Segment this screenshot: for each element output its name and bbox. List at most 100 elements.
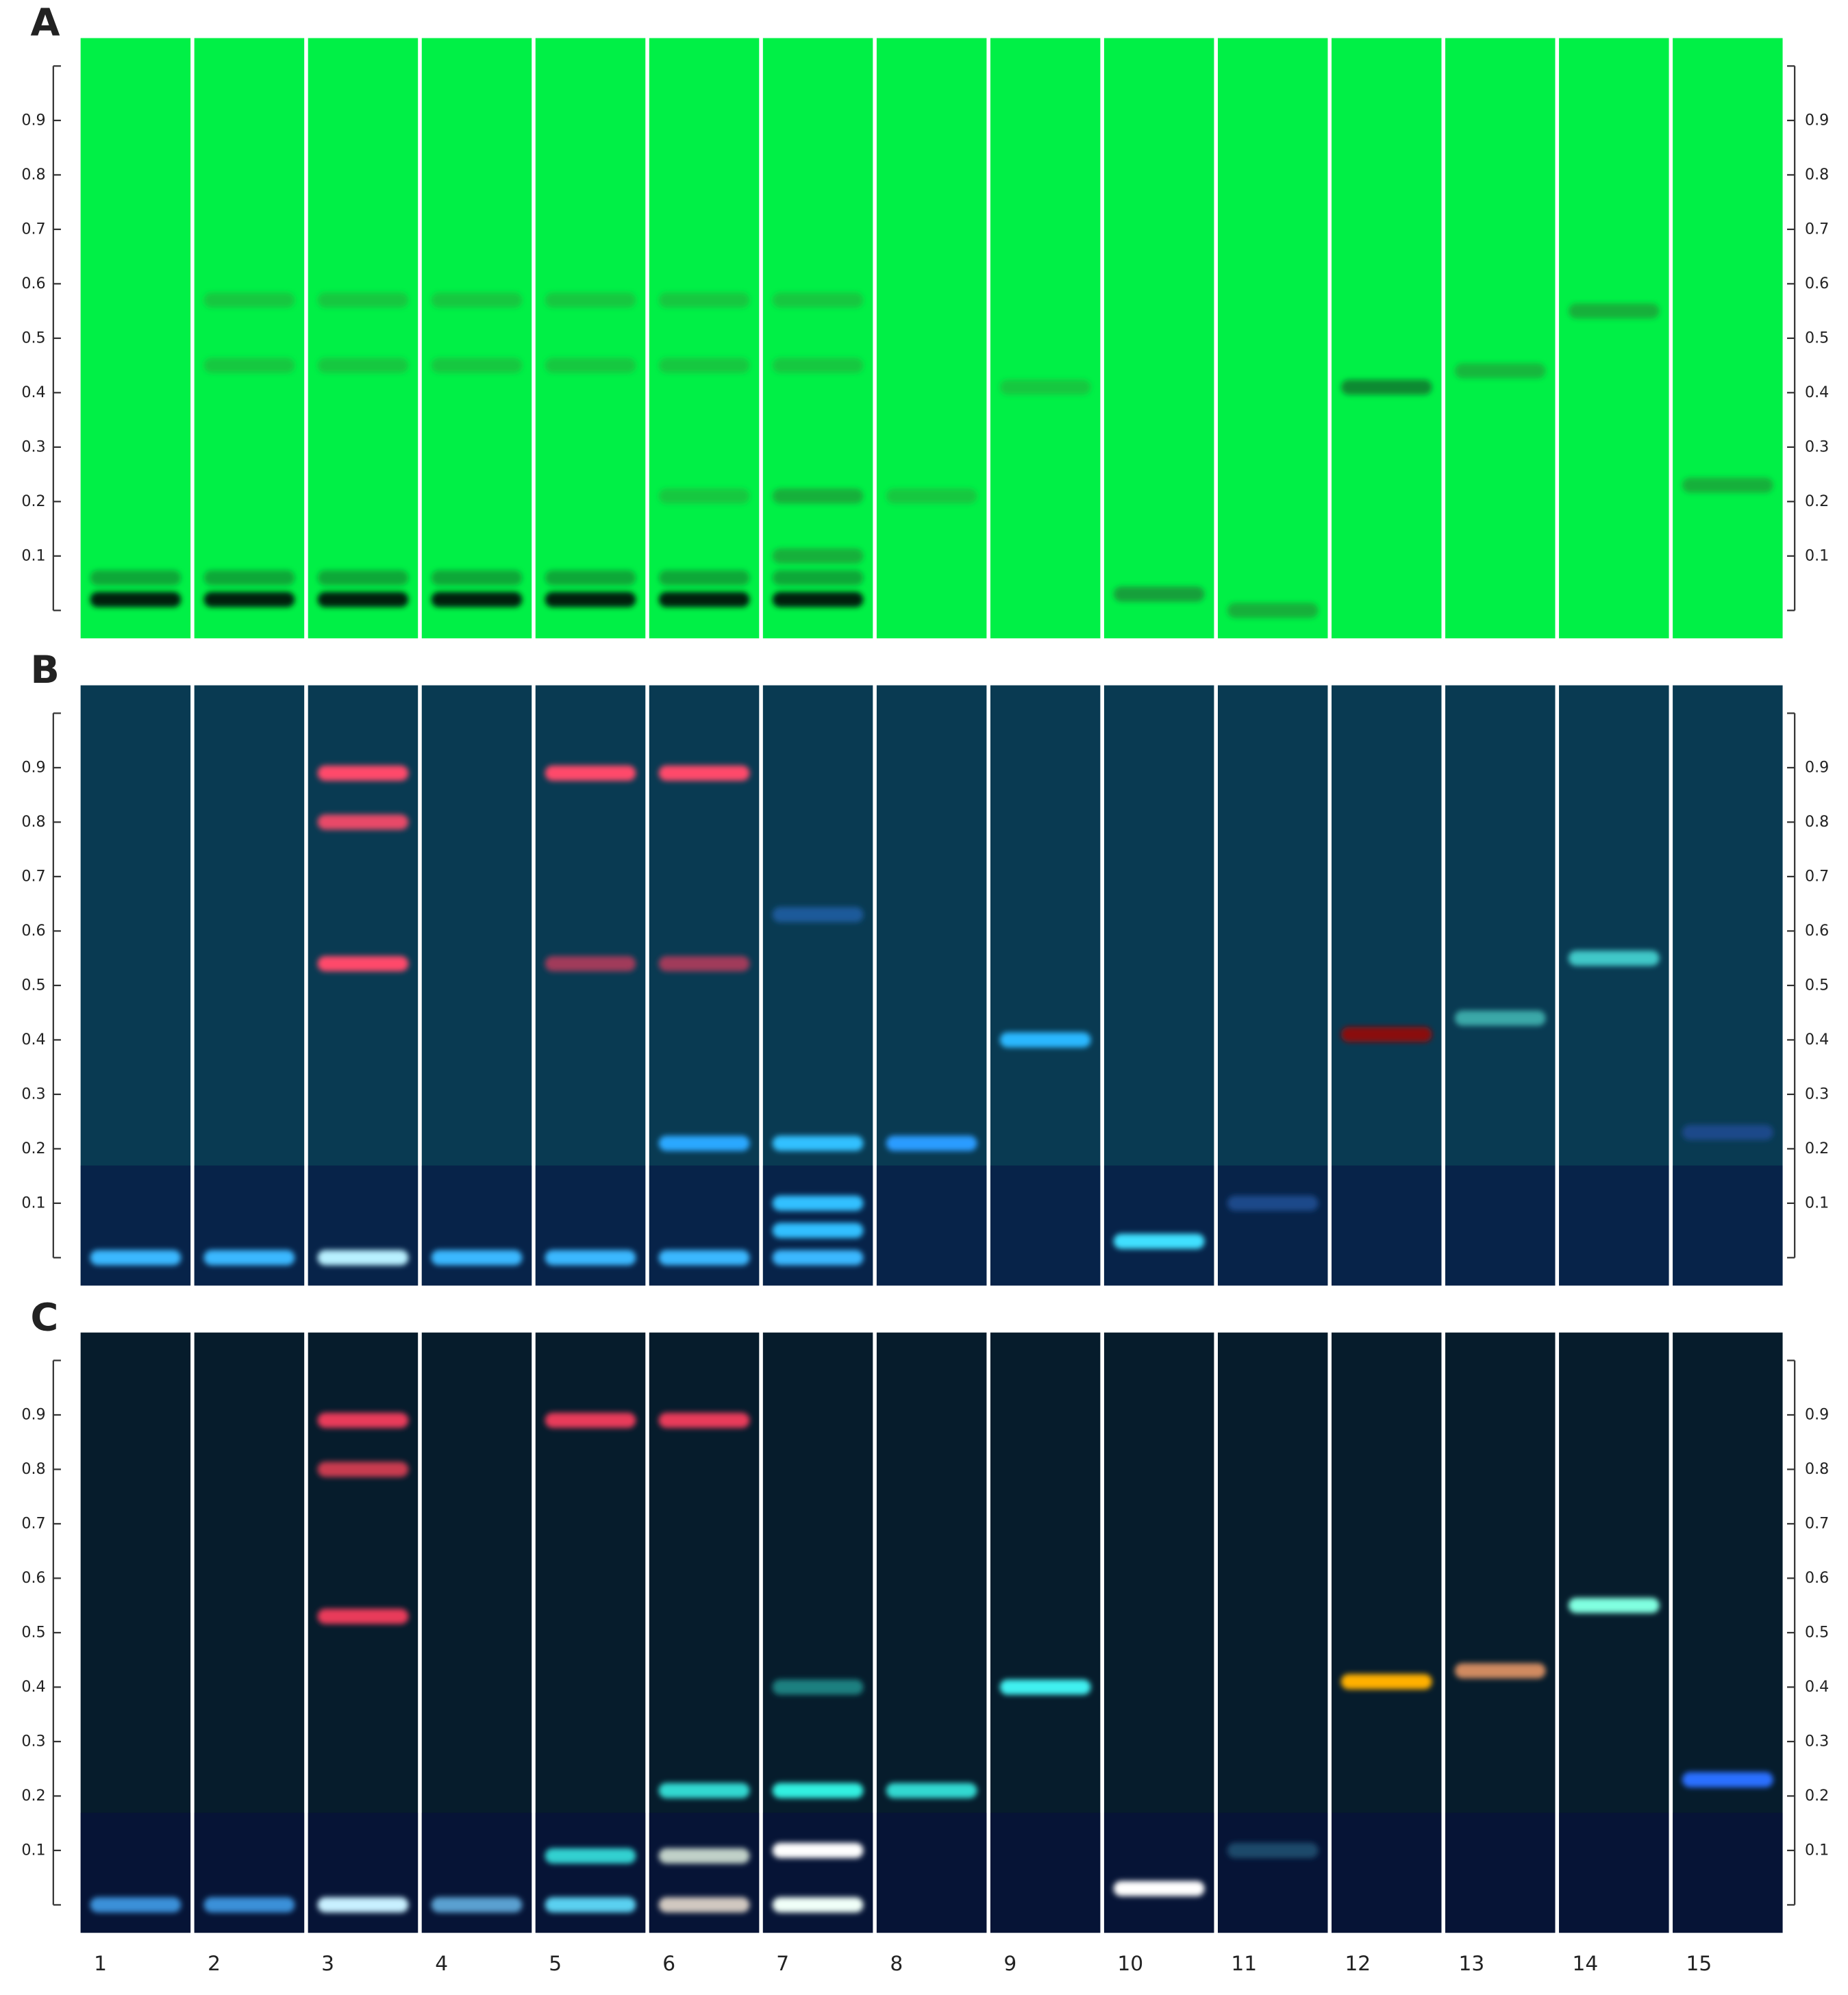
band bbox=[317, 1897, 409, 1913]
band bbox=[317, 1412, 409, 1429]
tick-label: 0.9 bbox=[21, 111, 45, 129]
tick-label: 0.4 bbox=[1805, 1678, 1829, 1696]
band bbox=[999, 1679, 1091, 1695]
tick-label: 0.1 bbox=[21, 547, 45, 564]
band bbox=[1568, 1598, 1660, 1614]
tick-label: 0.8 bbox=[1805, 813, 1829, 831]
tick-label: 0.8 bbox=[1805, 166, 1829, 184]
lane-label: 10 bbox=[1117, 1951, 1143, 1975]
band bbox=[772, 1783, 864, 1798]
tick-label: 0.3 bbox=[21, 438, 45, 455]
lane-shade bbox=[1445, 1812, 1556, 1933]
tick-label: 0.4 bbox=[21, 1678, 45, 1696]
band bbox=[772, 357, 864, 373]
band bbox=[886, 1135, 977, 1151]
lane-shade bbox=[421, 1812, 532, 1933]
band bbox=[545, 592, 636, 607]
band bbox=[1227, 1842, 1319, 1859]
lane-shade bbox=[876, 1812, 987, 1933]
lane bbox=[649, 38, 760, 639]
band bbox=[431, 1897, 523, 1913]
band bbox=[317, 1250, 409, 1266]
lane bbox=[762, 38, 873, 639]
band bbox=[317, 357, 409, 373]
band bbox=[317, 292, 409, 308]
lane-shade bbox=[1673, 1812, 1783, 1933]
band bbox=[658, 765, 750, 781]
tick-label: 0.4 bbox=[21, 1031, 45, 1049]
tick-label: 0.9 bbox=[1805, 1405, 1829, 1423]
tick-label: 0.8 bbox=[21, 166, 45, 184]
band bbox=[658, 488, 750, 504]
band bbox=[203, 292, 295, 308]
tick-label: 0.4 bbox=[21, 384, 45, 401]
band bbox=[545, 1250, 636, 1266]
lane-shade bbox=[1559, 1812, 1669, 1933]
lane bbox=[308, 38, 419, 639]
tick-label: 0.3 bbox=[1805, 438, 1829, 455]
band bbox=[1454, 1010, 1546, 1026]
panel-label: B bbox=[30, 648, 59, 692]
lane-shade bbox=[194, 1812, 305, 1933]
lane-label: 8 bbox=[890, 1951, 903, 1975]
lane bbox=[1673, 38, 1783, 639]
tick-label: 0.4 bbox=[1805, 384, 1829, 401]
tick-label: 0.5 bbox=[1805, 1623, 1829, 1641]
tick-label: 0.5 bbox=[21, 329, 45, 347]
band bbox=[772, 907, 864, 923]
tick-label: 0.7 bbox=[21, 220, 45, 238]
band bbox=[545, 955, 636, 972]
band bbox=[658, 570, 750, 586]
lane-label: 6 bbox=[662, 1951, 675, 1975]
band bbox=[317, 570, 409, 586]
tick-label: 0.3 bbox=[21, 1085, 45, 1103]
band bbox=[545, 765, 636, 781]
band bbox=[1113, 1233, 1205, 1249]
lane-shade bbox=[990, 1812, 1101, 1933]
band bbox=[1682, 1125, 1773, 1140]
tick-label: 0.1 bbox=[21, 1841, 45, 1859]
tick-label: 0.7 bbox=[1805, 867, 1829, 885]
tick-label: 0.6 bbox=[1805, 275, 1829, 292]
band bbox=[431, 292, 523, 308]
band bbox=[772, 1222, 864, 1238]
band bbox=[1568, 303, 1660, 319]
tick-label: 0.3 bbox=[1805, 1085, 1829, 1103]
lane-shade bbox=[990, 1165, 1101, 1286]
band bbox=[658, 1848, 750, 1864]
band bbox=[90, 592, 182, 607]
band bbox=[203, 1250, 295, 1266]
lane-shade bbox=[649, 1165, 760, 1286]
lane-label: 3 bbox=[321, 1951, 334, 1975]
lane-shade bbox=[1332, 1165, 1442, 1286]
tick-label: 0.1 bbox=[21, 1194, 45, 1212]
lane-label: 15 bbox=[1686, 1951, 1712, 1975]
lane-label: 12 bbox=[1345, 1951, 1371, 1975]
panel-label: A bbox=[30, 1, 60, 45]
lane-shade bbox=[876, 1165, 987, 1286]
band bbox=[90, 1897, 182, 1913]
band bbox=[1227, 603, 1319, 618]
tick-label: 0.2 bbox=[1805, 1787, 1829, 1805]
lane-label: 14 bbox=[1573, 1951, 1599, 1975]
lane-shade bbox=[1559, 1165, 1669, 1286]
panel-label: C bbox=[30, 1295, 58, 1340]
band bbox=[772, 570, 864, 586]
band bbox=[772, 1897, 864, 1913]
band bbox=[431, 570, 523, 586]
band bbox=[431, 592, 523, 607]
lane-shade bbox=[80, 1165, 191, 1286]
band bbox=[1227, 1195, 1319, 1211]
tick-label: 0.9 bbox=[1805, 758, 1829, 776]
band bbox=[658, 1783, 750, 1798]
tick-label: 0.9 bbox=[1805, 111, 1829, 129]
lane-shade bbox=[80, 1812, 191, 1933]
tick-label: 0.3 bbox=[1805, 1732, 1829, 1750]
band bbox=[317, 1608, 409, 1624]
band bbox=[772, 1679, 864, 1695]
tick-label: 0.8 bbox=[21, 813, 45, 831]
tick-label: 0.8 bbox=[21, 1460, 45, 1478]
band bbox=[203, 357, 295, 373]
band bbox=[658, 1250, 750, 1266]
lane-shade bbox=[1103, 1165, 1214, 1286]
